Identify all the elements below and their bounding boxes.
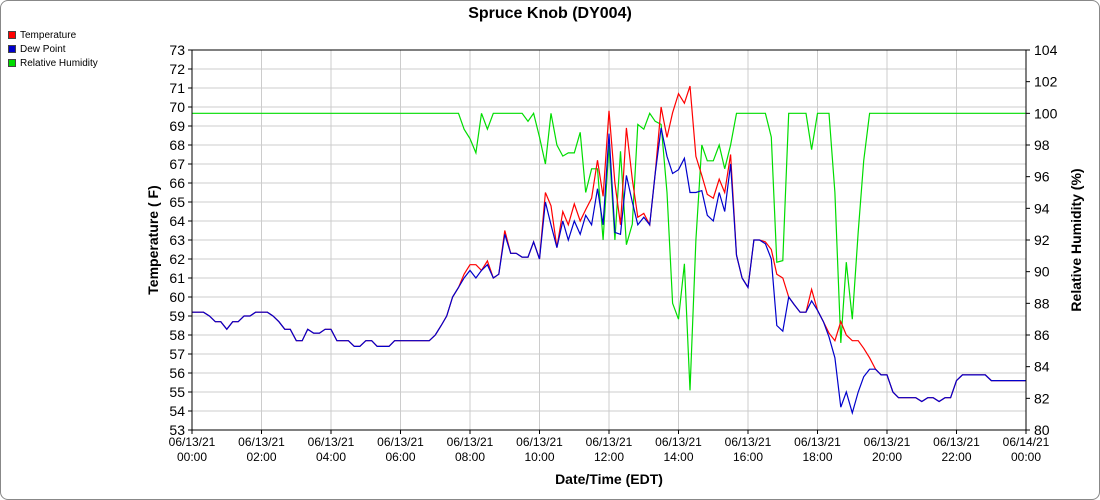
y-tick-label: 55 [169, 384, 185, 400]
y-tick-label: 61 [169, 270, 185, 286]
x-axis-ticks: 06/13/2100:0006/13/2102:0006/13/2104:000… [169, 430, 1050, 464]
y-tick-label: 53 [169, 422, 185, 438]
x-tick-label-time: 22:00 [941, 450, 971, 464]
y-tick-label: 66 [169, 175, 185, 191]
y-tick-label: 60 [169, 289, 185, 305]
legend-label-relative-humidity: Relative Humidity [20, 57, 98, 69]
legend: Temperature Dew Point Relative Humidity [8, 28, 98, 70]
y-tick-label: 64 [169, 213, 185, 229]
x-tick-label-date: 06/13/21 [308, 435, 355, 449]
x-tick-label-date: 06/13/21 [655, 435, 702, 449]
y2-tick-label: 94 [1034, 200, 1050, 216]
y-tick-label: 54 [169, 403, 185, 419]
y2-axis-label: Relative Humidity (%) [1068, 168, 1084, 311]
y-axis-label: Temperature ( F) [145, 185, 161, 294]
x-tick-label-time: 16:00 [733, 450, 763, 464]
y2-tick-label: 80 [1034, 422, 1050, 438]
x-tick-label-time: 02:00 [246, 450, 276, 464]
grid [191, 49, 1027, 431]
y-tick-label: 71 [169, 80, 185, 96]
y-tick-label: 58 [169, 327, 185, 343]
x-tick-label-date: 06/13/21 [725, 435, 772, 449]
y2-tick-label: 86 [1034, 327, 1050, 343]
x-tick-label-date: 06/13/21 [864, 435, 911, 449]
x-tick-label-date: 06/13/21 [377, 435, 424, 449]
y-tick-label: 68 [169, 137, 185, 153]
y-tick-label: 73 [169, 42, 185, 58]
legend-item-dew-point: Dew Point [8, 42, 98, 56]
x-tick-label-date: 06/13/21 [169, 435, 216, 449]
x-tick-label-time: 00:00 [1011, 450, 1041, 464]
x-tick-label-date: 06/13/21 [586, 435, 633, 449]
legend-label-temperature: Temperature [20, 29, 77, 41]
x-tick-label-date: 06/13/21 [447, 435, 494, 449]
y2-tick-label: 90 [1034, 264, 1050, 280]
y2-tick-label: 104 [1034, 42, 1058, 58]
y2-tick-label: 82 [1034, 390, 1050, 406]
y-axis-ticks: 53 54 55 56 57 58 59 60 61 62 63 64 65 66 67 68 69 70 71 72… [169, 42, 192, 438]
x-tick-label-time: 18:00 [802, 450, 832, 464]
x-tick-label-time: 06:00 [385, 450, 415, 464]
series-line-relative-humidity [192, 111, 1026, 391]
x-tick-label-time: 20:00 [872, 450, 902, 464]
y2-tick-label: 96 [1034, 169, 1050, 185]
y-tick-label: 67 [169, 156, 185, 172]
series-lines [192, 85, 1026, 416]
x-tick-label-date: 06/14/21 [1003, 435, 1050, 449]
legend-swatch-temperature [8, 31, 16, 39]
y-tick-label: 72 [169, 61, 185, 77]
y-tick-label: 57 [169, 346, 185, 362]
y2-tick-label: 102 [1034, 74, 1058, 90]
legend-item-temperature: Temperature [8, 28, 98, 42]
y-tick-label: 65 [169, 194, 185, 210]
y2-tick-label: 98 [1034, 137, 1050, 153]
chart-title: Spruce Knob (DY004) [468, 5, 632, 22]
x-tick-label-time: 10:00 [524, 450, 554, 464]
x-tick-label-date: 06/13/21 [794, 435, 841, 449]
legend-swatch-relative-humidity [8, 59, 16, 67]
y-tick-label: 70 [169, 99, 185, 115]
x-tick-label-date: 06/13/21 [238, 435, 285, 449]
x-tick-label-time: 00:00 [177, 450, 207, 464]
legend-item-relative-humidity: Relative Humidity [8, 56, 98, 70]
x-axis-label: Date/Time (EDT) [555, 471, 663, 487]
y2-tick-label: 92 [1034, 232, 1050, 248]
y2-tick-label: 84 [1034, 359, 1050, 375]
y2-axis-ticks: 80 82 84 86 88 90 92 94 96 98 100 102 104 [1026, 42, 1058, 438]
series-line-dew-point [192, 127, 1026, 416]
x-tick-label-time: 12:00 [594, 450, 624, 464]
x-tick-label-time: 08:00 [455, 450, 485, 464]
y-tick-label: 63 [169, 232, 185, 248]
x-tick-label-time: 04:00 [316, 450, 346, 464]
y-tick-label: 69 [169, 118, 185, 134]
legend-label-dew-point: Dew Point [20, 43, 66, 55]
y-tick-label: 62 [169, 251, 185, 267]
x-tick-label-date: 06/13/21 [516, 435, 563, 449]
y2-tick-label: 100 [1034, 105, 1058, 121]
x-tick-label-date: 06/13/21 [933, 435, 980, 449]
x-tick-label-time: 14:00 [663, 450, 693, 464]
y-tick-label: 56 [169, 365, 185, 381]
y2-tick-label: 88 [1034, 295, 1050, 311]
y-tick-label: 59 [169, 308, 185, 324]
legend-swatch-dew-point [8, 45, 16, 53]
